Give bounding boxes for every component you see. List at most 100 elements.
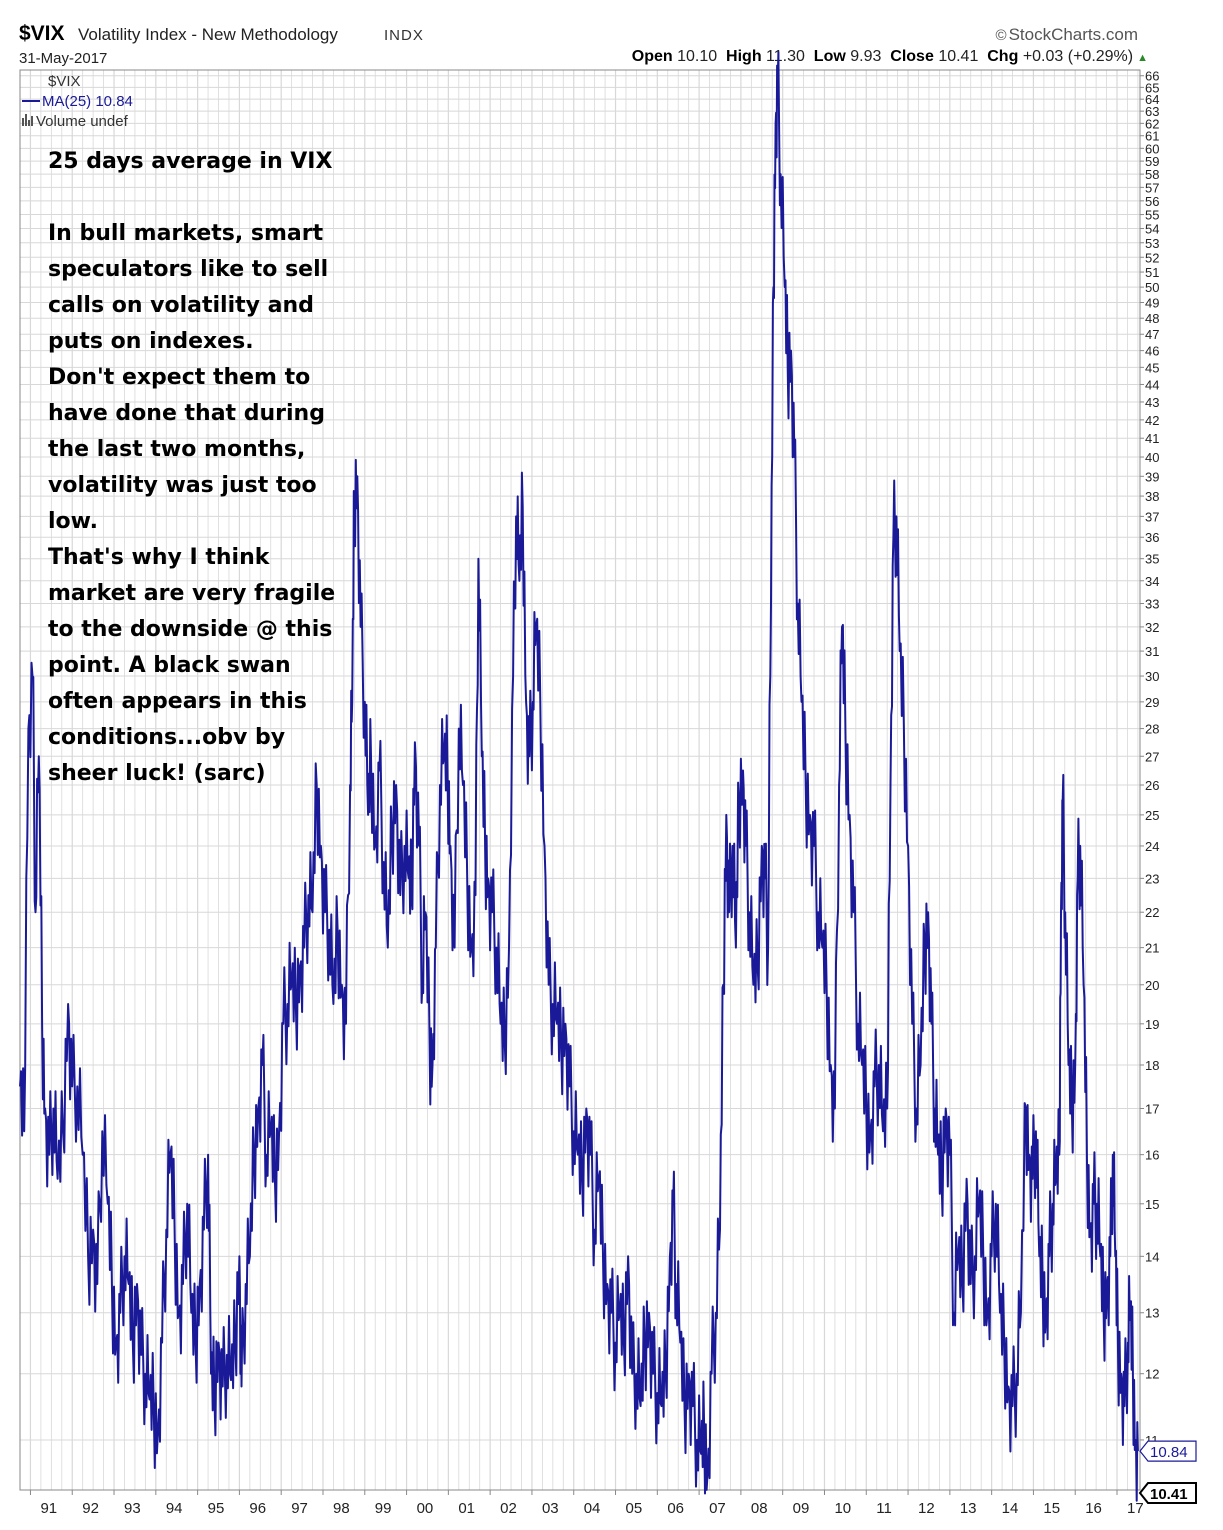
x-tick-label: 03 — [542, 1500, 559, 1517]
open-label: Open — [631, 48, 673, 65]
y-tick-label: 49 — [1145, 296, 1159, 311]
y-tick-label: 53 — [1145, 236, 1159, 251]
x-tick-label: 97 — [291, 1500, 308, 1517]
x-tick-label: 15 — [1043, 1500, 1060, 1517]
y-tick-label: 26 — [1145, 778, 1159, 793]
high-label: High — [726, 48, 762, 65]
last-value-labels: 10.84 10.41 — [1138, 1440, 1197, 1504]
x-tick-label: 08 — [751, 1500, 768, 1517]
x-tick-label: 14 — [1002, 1500, 1019, 1517]
last-value-box — [1139, 1440, 1197, 1462]
y-tick-label: 61 — [1145, 129, 1159, 144]
y-tick-label: 31 — [1145, 644, 1159, 659]
low-label: Low — [813, 48, 846, 65]
last-value-text: 10.84 — [1150, 1444, 1188, 1461]
last-value-label: 10.41 — [1138, 1482, 1197, 1504]
y-tick-label: 17 — [1145, 1102, 1159, 1117]
y-tick-label: 41 — [1145, 431, 1159, 446]
open-value: 10.10 — [677, 48, 718, 65]
y-tick-label: 56 — [1145, 194, 1159, 209]
annotation-title: 25 days average in VIX — [48, 149, 333, 174]
copyright-icon: © — [995, 27, 1007, 44]
low-value: 9.93 — [850, 48, 882, 65]
y-tick-label: 64 — [1145, 92, 1159, 107]
last-value-text: 10.41 — [1150, 1486, 1188, 1503]
x-tick-label: 16 — [1085, 1500, 1102, 1517]
last-value-label: 10.84 — [1139, 1440, 1197, 1462]
y-tick-label: 40 — [1145, 450, 1159, 465]
x-tick-label: 13 — [960, 1500, 977, 1517]
y-tick-label: 13 — [1145, 1306, 1159, 1321]
brand-label: © StockCharts.com — [996, 25, 1139, 45]
y-tick-label: 20 — [1145, 978, 1159, 993]
y-tick-label: 25 — [1145, 808, 1159, 823]
x-tick-label: 98 — [333, 1500, 350, 1517]
y-tick-label: 45 — [1145, 360, 1159, 375]
chart-symbol: $VIX — [19, 22, 65, 45]
y-tick-label: 28 — [1145, 722, 1159, 737]
x-tick-label: 01 — [458, 1500, 475, 1517]
y-tick-label: 58 — [1145, 167, 1159, 182]
y-tick-label: 44 — [1145, 377, 1159, 392]
legend-ma: MA(25) 10.84 — [42, 93, 133, 110]
annotation-body: In bull markets, smart speculators like … — [48, 221, 336, 786]
y-tick-label: 37 — [1145, 509, 1159, 524]
y-tick-label: 60 — [1145, 141, 1159, 156]
last-value-box — [1138, 1482, 1197, 1504]
y-tick-label: 51 — [1145, 265, 1159, 280]
x-tick-label: 12 — [918, 1500, 935, 1517]
y-tick-label: 62 — [1145, 116, 1159, 131]
legend-volume: Volume undef — [36, 113, 129, 130]
x-tick-label: 93 — [124, 1500, 141, 1517]
y-tick-label: 29 — [1145, 695, 1159, 710]
chg-label: Chg — [987, 48, 1019, 65]
x-tick-label: 07 — [709, 1500, 726, 1517]
x-tick-label: 91 — [40, 1500, 57, 1517]
y-tick-label: 35 — [1145, 552, 1159, 567]
x-tick-label: 95 — [208, 1500, 225, 1517]
y-tick-label: 21 — [1145, 941, 1159, 956]
y-tick-label: 65 — [1145, 80, 1159, 95]
volume-bars-icon — [22, 114, 33, 126]
y-tick-label: 42 — [1145, 413, 1159, 428]
y-tick-label: 66 — [1145, 69, 1159, 84]
y-tick-label: 54 — [1145, 222, 1159, 237]
x-tick-label: 94 — [166, 1500, 183, 1517]
y-tick-label: 12 — [1145, 1367, 1159, 1382]
x-tick-label: 99 — [375, 1500, 392, 1517]
y-tick-label: 52 — [1145, 250, 1159, 265]
y-tick-label: 23 — [1145, 871, 1159, 886]
brand-name: StockCharts.com — [1008, 25, 1138, 44]
y-tick-label: 43 — [1145, 395, 1159, 410]
y-tick-label: 34 — [1145, 574, 1159, 589]
y-tick-label: 14 — [1145, 1249, 1159, 1264]
y-tick-label: 19 — [1145, 1017, 1159, 1032]
y-tick-label: 33 — [1145, 596, 1159, 611]
legend-symbol: $VIX — [48, 73, 81, 90]
x-tick-label: 09 — [793, 1500, 810, 1517]
plot-frame — [19, 69, 1141, 1491]
x-tick-label: 96 — [249, 1500, 266, 1517]
y-tick-label: 59 — [1145, 154, 1159, 169]
y-tick-label: 18 — [1145, 1058, 1159, 1073]
up-arrow-icon: ▲ — [1137, 52, 1148, 64]
y-tick-label: 16 — [1145, 1148, 1159, 1163]
y-axis-ticks: 1112131415161718192021222324252627282930… — [1140, 69, 1159, 1448]
y-tick-label: 32 — [1145, 620, 1159, 635]
x-tick-label: 00 — [417, 1500, 434, 1517]
x-tick-label: 05 — [626, 1500, 643, 1517]
high-value: 11.30 — [766, 48, 805, 65]
y-tick-label: 63 — [1145, 104, 1159, 119]
y-tick-label: 46 — [1145, 344, 1159, 359]
exchange-label: INDX — [384, 27, 424, 44]
ohlc-readout: Open 10.10 High 11.30 Low 9.93 Close 10.… — [632, 48, 1148, 66]
y-tick-label: 39 — [1145, 469, 1159, 484]
annotation-text: 25 days average in VIX In bull markets, s… — [48, 144, 348, 792]
ma25-line — [19, 51, 1139, 1502]
y-tick-label: 55 — [1145, 208, 1159, 223]
y-tick-label: 15 — [1145, 1197, 1159, 1212]
y-tick-label: 27 — [1145, 749, 1159, 764]
y-tick-label: 48 — [1145, 311, 1159, 326]
y-tick-label: 36 — [1145, 530, 1159, 545]
y-tick-label: 24 — [1145, 839, 1159, 854]
